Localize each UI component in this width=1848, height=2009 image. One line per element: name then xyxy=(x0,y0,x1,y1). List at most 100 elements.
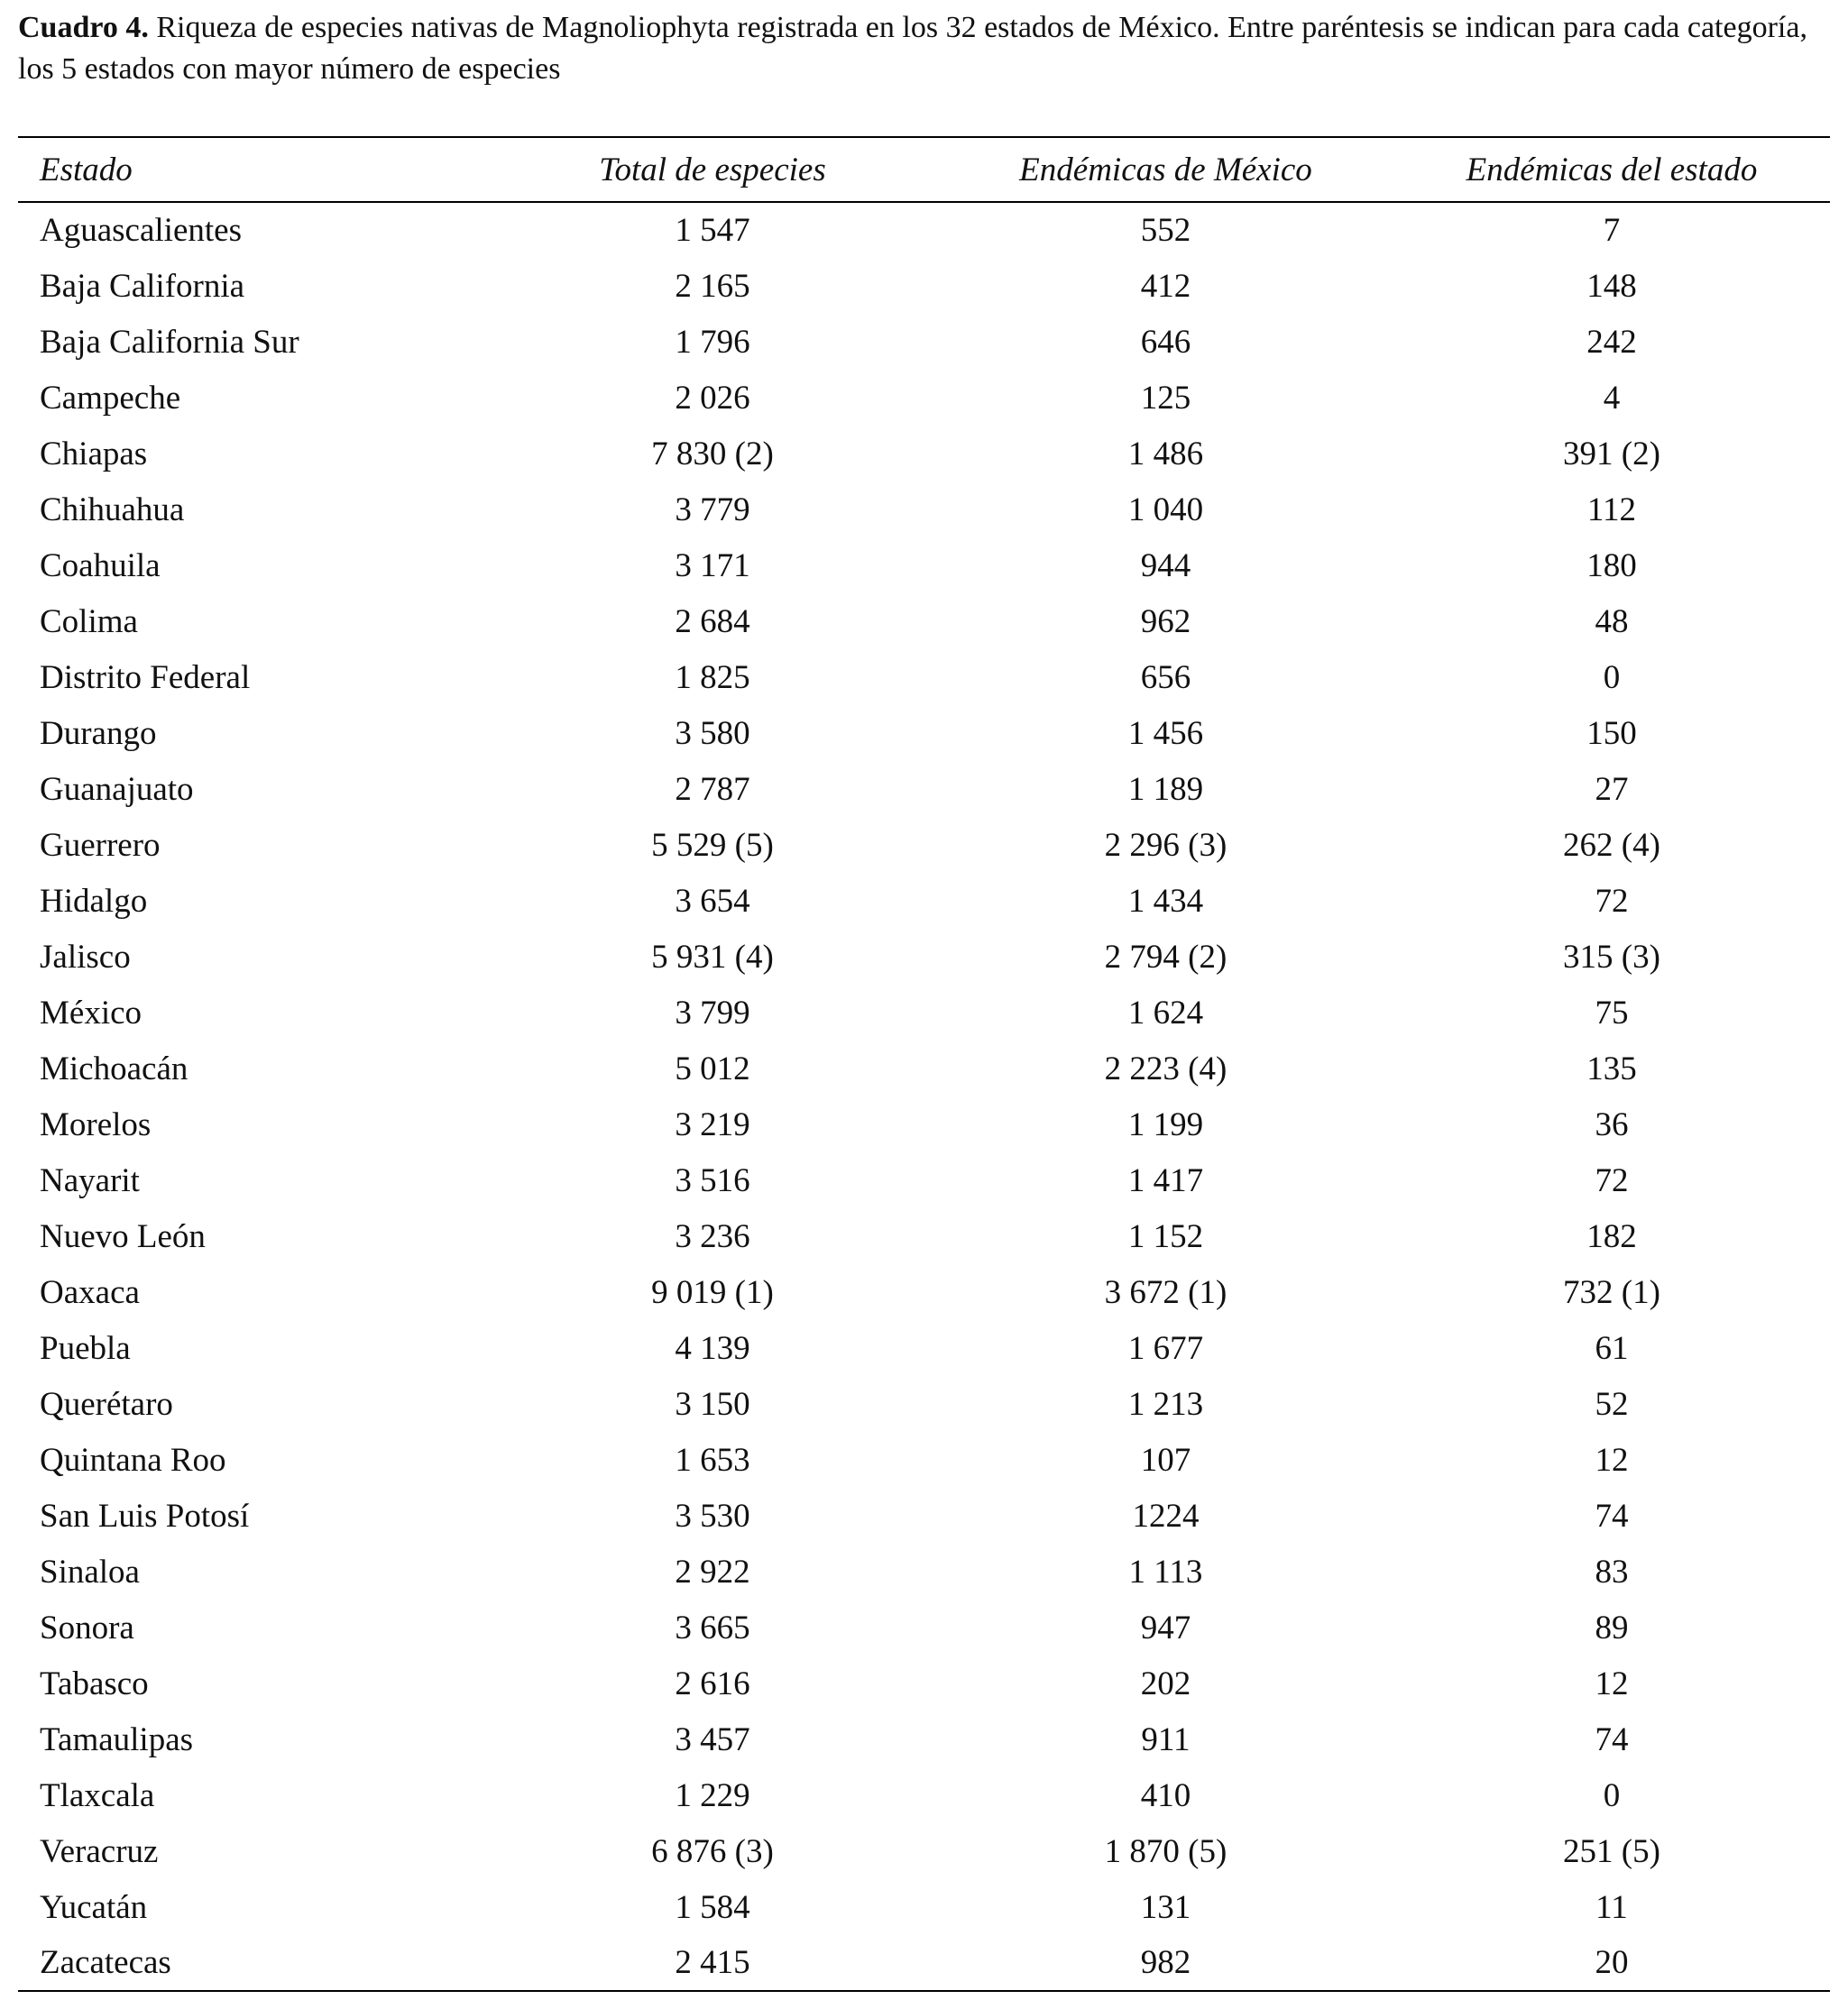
cell-estado: Guanajuato xyxy=(40,770,194,808)
table-row: Yucatán 1 584 131 11 xyxy=(18,1879,1830,1935)
cell-endemicas-estado: 135 xyxy=(1586,1050,1637,1087)
table-row: Jalisco 5 931 (4) 2 794 (2) 315 (3) xyxy=(18,929,1830,985)
cell-estado: Coahuila xyxy=(40,546,161,584)
cell-total: 3 457 xyxy=(675,1720,750,1758)
cell-endemicas-mexico: 1 677 xyxy=(1127,1329,1204,1367)
cell-endemicas-mexico: 552 xyxy=(1140,212,1191,249)
cell-endemicas-estado: 180 xyxy=(1586,546,1637,584)
cell-endemicas-mexico: 1 434 xyxy=(1127,882,1204,920)
table-row: Tlaxcala 1 229 410 0 xyxy=(18,1767,1830,1823)
header-total: Total de especies xyxy=(599,151,826,188)
cell-endemicas-mexico: 962 xyxy=(1140,602,1191,640)
cell-estado: Chiapas xyxy=(40,435,148,472)
cell-endemicas-mexico: 1 189 xyxy=(1127,770,1204,808)
cell-total: 1 547 xyxy=(675,212,750,249)
cell-endemicas-mexico: 911 xyxy=(1141,1720,1191,1758)
cell-endemicas-mexico: 646 xyxy=(1140,323,1191,361)
cell-endemicas-estado: 391 (2) xyxy=(1563,435,1660,472)
table-row: Morelos 3 219 1 199 36 xyxy=(18,1096,1830,1152)
table-row: Tamaulipas 3 457 911 74 xyxy=(18,1711,1830,1767)
cell-total: 3 516 xyxy=(675,1161,750,1199)
cell-total: 2 415 xyxy=(675,1944,750,1981)
cell-total: 9 019 (1) xyxy=(651,1273,774,1311)
cell-estado: Tlaxcala xyxy=(40,1776,155,1814)
caption-text: Riqueza de especies nativas de Magnoliop… xyxy=(18,11,1807,86)
table-row: Chiapas 7 830 (2) 1 486 391 (2) xyxy=(18,426,1830,482)
cell-total: 3 150 xyxy=(675,1385,750,1423)
cell-endemicas-mexico: 202 xyxy=(1140,1665,1191,1702)
cell-endemicas-mexico: 125 xyxy=(1140,379,1191,417)
cell-endemicas-estado: 74 xyxy=(1595,1720,1629,1758)
cell-endemicas-mexico: 944 xyxy=(1140,546,1191,584)
header-estado: Estado xyxy=(40,151,133,188)
cell-total: 5 012 xyxy=(675,1050,750,1087)
cell-total: 3 530 xyxy=(675,1497,750,1535)
table-row: Sonora 3 665 947 89 xyxy=(18,1600,1830,1656)
cell-estado: Baja California Sur xyxy=(40,323,299,361)
table-row: Oaxaca 9 019 (1) 3 672 (1) 732 (1) xyxy=(18,1264,1830,1320)
cell-endemicas-mexico: 656 xyxy=(1140,658,1191,696)
cell-endemicas-estado: 242 xyxy=(1586,323,1637,361)
cell-endemicas-estado: 12 xyxy=(1595,1441,1629,1479)
cell-total: 2 787 xyxy=(675,770,750,808)
cell-estado: Tamaulipas xyxy=(40,1720,194,1758)
cell-endemicas-estado: 72 xyxy=(1595,882,1629,920)
cell-estado: Baja California xyxy=(40,267,245,305)
table-row: Durango 3 580 1 456 150 xyxy=(18,705,1830,761)
cell-estado: México xyxy=(40,994,143,1032)
cell-estado: Durango xyxy=(40,714,157,752)
cell-estado: Oaxaca xyxy=(40,1273,140,1311)
cell-total: 2 922 xyxy=(675,1553,750,1591)
cell-endemicas-mexico: 107 xyxy=(1140,1441,1191,1479)
cell-total: 4 139 xyxy=(675,1329,750,1367)
cell-endemicas-mexico: 1 213 xyxy=(1127,1385,1204,1423)
cell-estado: Jalisco xyxy=(40,938,131,976)
cell-endemicas-mexico: 2 296 (3) xyxy=(1104,826,1227,864)
cell-endemicas-estado: 4 xyxy=(1603,379,1621,417)
cell-total: 1 825 xyxy=(675,658,750,696)
cell-endemicas-estado: 7 xyxy=(1603,212,1621,249)
cell-total: 1 796 xyxy=(675,323,750,361)
cell-total: 3 580 xyxy=(675,714,750,752)
cell-endemicas-mexico: 1 456 xyxy=(1127,714,1204,752)
cell-total: 2 684 xyxy=(675,602,750,640)
cell-endemicas-mexico: 412 xyxy=(1140,267,1191,305)
cell-total: 3 236 xyxy=(675,1217,750,1255)
table-row: Quintana Roo 1 653 107 12 xyxy=(18,1432,1830,1488)
table-row: México 3 799 1 624 75 xyxy=(18,985,1830,1041)
cell-estado: Nuevo León xyxy=(40,1217,206,1255)
cell-total: 2 165 xyxy=(675,267,750,305)
cell-total: 6 876 (3) xyxy=(651,1832,774,1870)
cell-estado: Zacatecas xyxy=(40,1944,171,1981)
cell-estado: Michoacán xyxy=(40,1050,188,1087)
header-endemicas-estado: Endémicas del estado xyxy=(1466,151,1758,188)
cell-endemicas-mexico: 1 113 xyxy=(1128,1553,1203,1591)
cell-total: 3 171 xyxy=(675,546,750,584)
cell-estado: Sonora xyxy=(40,1609,134,1647)
cell-endemicas-estado: 20 xyxy=(1595,1944,1629,1981)
cell-estado: Colima xyxy=(40,602,138,640)
cell-endemicas-estado: 732 (1) xyxy=(1563,1273,1660,1311)
cell-total: 3 779 xyxy=(675,491,750,528)
cell-total: 1 229 xyxy=(675,1776,750,1814)
cell-endemicas-estado: 262 (4) xyxy=(1563,826,1660,864)
cell-endemicas-mexico: 1 199 xyxy=(1127,1105,1204,1143)
table-row: Nuevo León 3 236 1 152 182 xyxy=(18,1208,1830,1264)
table-row: Michoacán 5 012 2 223 (4) 135 xyxy=(18,1041,1830,1096)
table-row: Baja California Sur 1 796 646 242 xyxy=(18,314,1830,370)
cell-endemicas-estado: 75 xyxy=(1595,994,1629,1032)
table-row: Colima 2 684 962 48 xyxy=(18,593,1830,649)
cell-endemicas-mexico: 1 417 xyxy=(1127,1161,1204,1199)
cell-estado: Morelos xyxy=(40,1105,152,1143)
table-row: Campeche 2 026 125 4 xyxy=(18,370,1830,426)
cell-total: 1 584 xyxy=(675,1888,750,1926)
cell-endemicas-estado: 0 xyxy=(1603,1776,1621,1814)
table-row: Hidalgo 3 654 1 434 72 xyxy=(18,873,1830,929)
cell-endemicas-estado: 52 xyxy=(1595,1385,1629,1423)
cell-estado: Puebla xyxy=(40,1329,131,1367)
cell-total: 3 799 xyxy=(675,994,750,1032)
cell-total: 3 219 xyxy=(675,1105,750,1143)
cell-endemicas-mexico: 1 040 xyxy=(1127,491,1204,528)
table-body: Aguascalientes 1 547 552 7 Baja California 2 … xyxy=(18,202,1830,1991)
cell-endemicas-mexico: 982 xyxy=(1140,1944,1191,1981)
